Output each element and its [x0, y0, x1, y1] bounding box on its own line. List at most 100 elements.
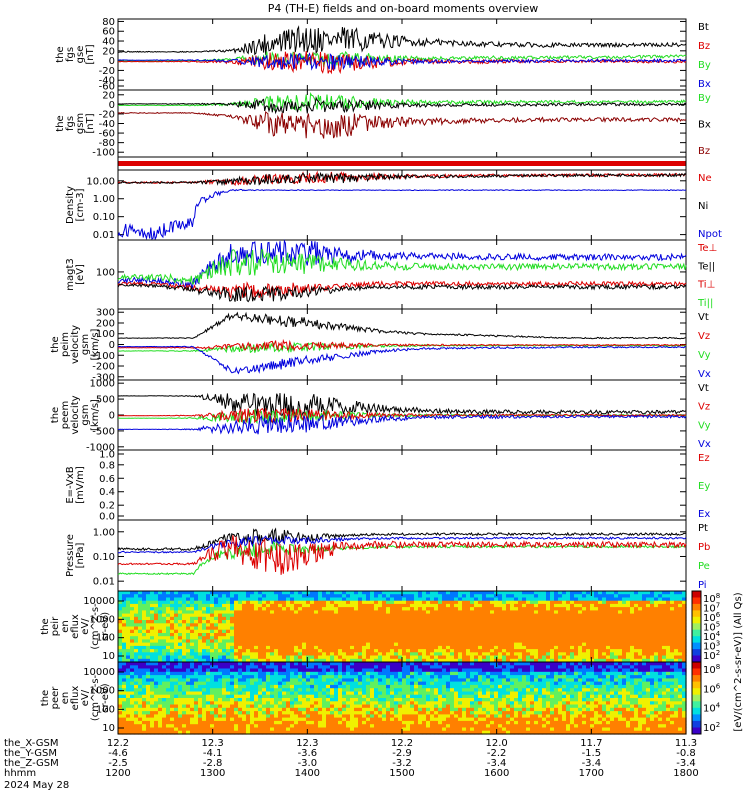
spectrogram-cell	[250, 607, 255, 611]
spectrogram-cell	[614, 620, 619, 624]
spectrogram-cell	[134, 607, 139, 611]
spectrogram-cell	[190, 656, 195, 660]
spectrogram-cell	[458, 607, 463, 611]
spectrogram-cell	[258, 630, 263, 634]
spectrogram-cell	[438, 656, 443, 660]
spectrogram-cell	[238, 630, 243, 634]
spectrogram-cell	[482, 620, 487, 624]
colorbar-step	[692, 623, 701, 630]
spectrogram-cell	[374, 607, 379, 611]
spectrogram-cell	[670, 656, 675, 660]
spectrogram-cell	[294, 594, 299, 598]
spectrogram-cell	[558, 620, 563, 624]
spectrogram-cell	[522, 607, 527, 611]
spectrogram-cell	[354, 594, 359, 598]
colorbar-step	[692, 617, 701, 624]
spectrogram-cell	[218, 620, 223, 624]
spectrogram-cell	[154, 620, 159, 624]
spectrogram-cell	[406, 643, 411, 647]
spectrogram-cell	[158, 594, 163, 598]
spectrogram-cell	[646, 643, 651, 647]
spectrogram-cell	[498, 620, 503, 624]
spectrogram-cell	[534, 620, 539, 624]
spectrogram-cell	[214, 643, 219, 647]
spectrogram-cell	[518, 607, 523, 611]
spectrogram-cell	[598, 594, 603, 598]
spectrogram-cell	[254, 607, 259, 611]
spectrogram-cell	[194, 594, 199, 598]
spectrogram-cell	[234, 607, 239, 611]
spectrogram-cell	[650, 630, 655, 634]
spectrogram-cell	[354, 643, 359, 647]
spectrogram-cell	[550, 620, 555, 624]
spectrogram-cell	[302, 607, 307, 611]
spectrogram-cell	[470, 656, 475, 660]
spectrogram-cell	[630, 620, 635, 624]
spectrogram-cell	[538, 607, 543, 611]
spectrogram-cell	[466, 643, 471, 647]
spectrogram-cell	[458, 594, 463, 598]
spectrogram-cell	[370, 656, 375, 660]
spectrogram-cell	[490, 594, 495, 598]
spectrogram-cell	[374, 656, 379, 660]
spectrogram-cell	[646, 594, 651, 598]
spectrogram-cell	[582, 594, 587, 598]
spectrogram-cell	[222, 594, 227, 598]
colorbar-step	[692, 656, 701, 663]
y-axis-label-line: [nPa]	[75, 542, 86, 568]
spectrogram-cell	[634, 607, 639, 611]
spectrogram-cell	[678, 607, 683, 611]
spectrogram-cell	[298, 656, 303, 660]
spectrogram-cell	[458, 630, 463, 634]
spectrogram-cell	[402, 630, 407, 634]
spectrogram-cell	[342, 630, 347, 634]
spectrogram-cell	[314, 620, 319, 624]
spectrogram-cell	[578, 620, 583, 624]
spectrogram-cell	[206, 607, 211, 611]
spectrogram-cell	[138, 643, 143, 647]
spectrogram-cell	[614, 607, 619, 611]
y-axis-label-line: [eV]	[75, 264, 86, 285]
spectrogram-cell	[446, 643, 451, 647]
spectrogram-cell	[634, 656, 639, 660]
spectrogram-cell	[498, 643, 503, 647]
spectrogram-cell	[202, 620, 207, 624]
spectrogram-cell	[618, 620, 623, 624]
y-axis-label-line: [mV/m]	[75, 466, 86, 504]
spectrogram-cell	[258, 620, 263, 624]
y-axis-label: E=-VxB[mV/m]	[65, 466, 86, 504]
spectrogram-cell	[250, 620, 255, 624]
spectrogram-cell	[302, 620, 307, 624]
spectrogram-cell	[166, 594, 171, 598]
spectrogram-cell	[514, 630, 519, 634]
spectrogram-cell	[458, 620, 463, 624]
spectrogram-cell	[486, 594, 491, 598]
spectrogram-cell	[650, 620, 655, 624]
spectrogram-cell	[346, 594, 351, 598]
spectrogram-cell	[590, 630, 595, 634]
spectrogram-cell	[282, 620, 287, 624]
spectrogram-cell	[618, 643, 623, 647]
spectrogram-cell	[594, 630, 599, 634]
spectrogram-cell	[182, 656, 187, 660]
spectrogram-cell	[526, 630, 531, 634]
spectrogram-cell	[614, 630, 619, 634]
spectrogram-cell	[434, 620, 439, 624]
spectrogram-cell	[194, 656, 199, 660]
legend-entry: Te⊥	[697, 243, 717, 254]
spectrogram-cell	[490, 643, 495, 647]
spectrogram-cell	[134, 643, 139, 647]
spectrogram-cell	[590, 656, 595, 660]
colorbar-step	[692, 598, 701, 605]
legend-entry: By	[698, 93, 711, 104]
spectrogram-cell	[410, 643, 415, 647]
spectrogram-cell	[246, 630, 251, 634]
spectrogram-cell	[122, 607, 127, 611]
spectrogram-cell	[138, 607, 143, 611]
spectrogram-cell	[342, 594, 347, 598]
spectrogram-cell	[446, 607, 451, 611]
spectrogram-cell	[482, 607, 487, 611]
spectrogram-cell	[410, 620, 415, 624]
spectrogram-cell	[642, 607, 647, 611]
